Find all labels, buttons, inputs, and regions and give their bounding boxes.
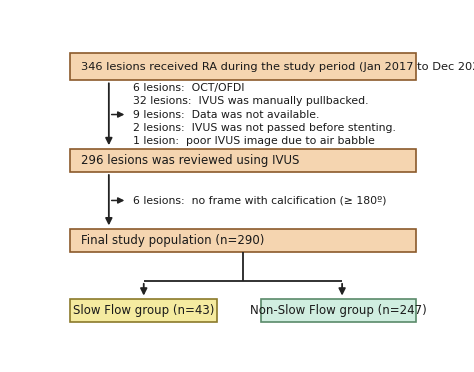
Text: Slow Flow group (n=43): Slow Flow group (n=43) [73,304,214,317]
Text: 6 lesions:  OCT/OFDI: 6 lesions: OCT/OFDI [133,83,244,93]
FancyBboxPatch shape [70,299,217,323]
Text: 1 lesion:  poor IVUS image due to air babble: 1 lesion: poor IVUS image due to air bab… [133,137,374,147]
FancyBboxPatch shape [70,53,416,80]
FancyBboxPatch shape [261,299,416,323]
Text: 9 lesions:  Data was not available.: 9 lesions: Data was not available. [133,109,319,119]
Text: 346 lesions received RA during the study period (Jan 2017 to Dec 2020): 346 lesions received RA during the study… [82,62,474,72]
Text: Non-Slow Flow group (n=247): Non-Slow Flow group (n=247) [250,304,427,317]
Text: Final study population (n=290): Final study population (n=290) [82,234,264,247]
FancyBboxPatch shape [70,229,416,252]
FancyBboxPatch shape [70,149,416,172]
Text: 32 lesions:  IVUS was manually pullbacked.: 32 lesions: IVUS was manually pullbacked… [133,96,368,106]
Text: 296 lesions was reviewed using IVUS: 296 lesions was reviewed using IVUS [82,154,300,167]
Text: 2 lesions:  IVUS was not passed before stenting.: 2 lesions: IVUS was not passed before st… [133,123,396,133]
Text: 6 lesions:  no frame with calcification (≥ 180º): 6 lesions: no frame with calcification (… [133,195,386,205]
